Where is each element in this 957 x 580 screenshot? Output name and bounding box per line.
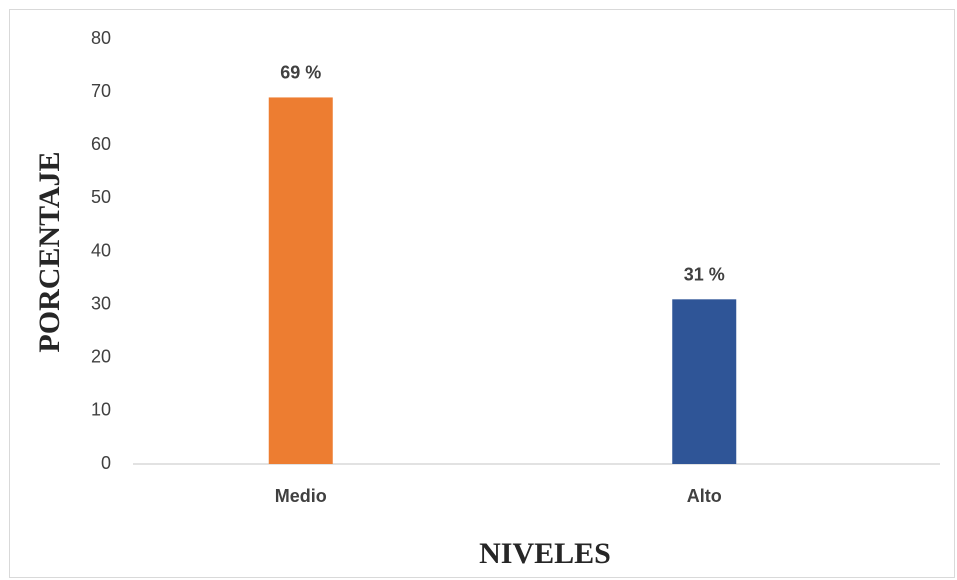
x-tick-label: Alto — [687, 486, 722, 506]
y-tick-label: 80 — [91, 28, 111, 48]
data-labels: 69 % 31 % — [280, 62, 725, 284]
bar — [672, 299, 737, 464]
y-tick-label: 60 — [91, 134, 111, 154]
chart-frame — [9, 9, 955, 578]
y-tick-label: 70 — [91, 81, 111, 101]
y-axis-title: PORCENTAJE — [33, 151, 66, 352]
x-tick-label: Medio — [275, 486, 327, 506]
y-tick-label: 40 — [91, 240, 111, 260]
bars — [268, 97, 737, 464]
y-tick-label: 10 — [91, 400, 111, 420]
data-label: 31 % — [684, 264, 725, 284]
y-tick-label: 30 — [91, 293, 111, 313]
x-axis-title: NIVELES — [479, 537, 611, 570]
data-label: 69 % — [280, 62, 321, 82]
y-tick-label: 50 — [91, 187, 111, 207]
y-axis-ticks: 0 10 20 30 40 50 60 70 80 — [91, 28, 111, 473]
x-axis-ticks: Medio Alto — [275, 486, 722, 506]
y-tick-label: 20 — [91, 347, 111, 367]
bar — [268, 97, 333, 464]
y-tick-label: 0 — [101, 453, 111, 473]
